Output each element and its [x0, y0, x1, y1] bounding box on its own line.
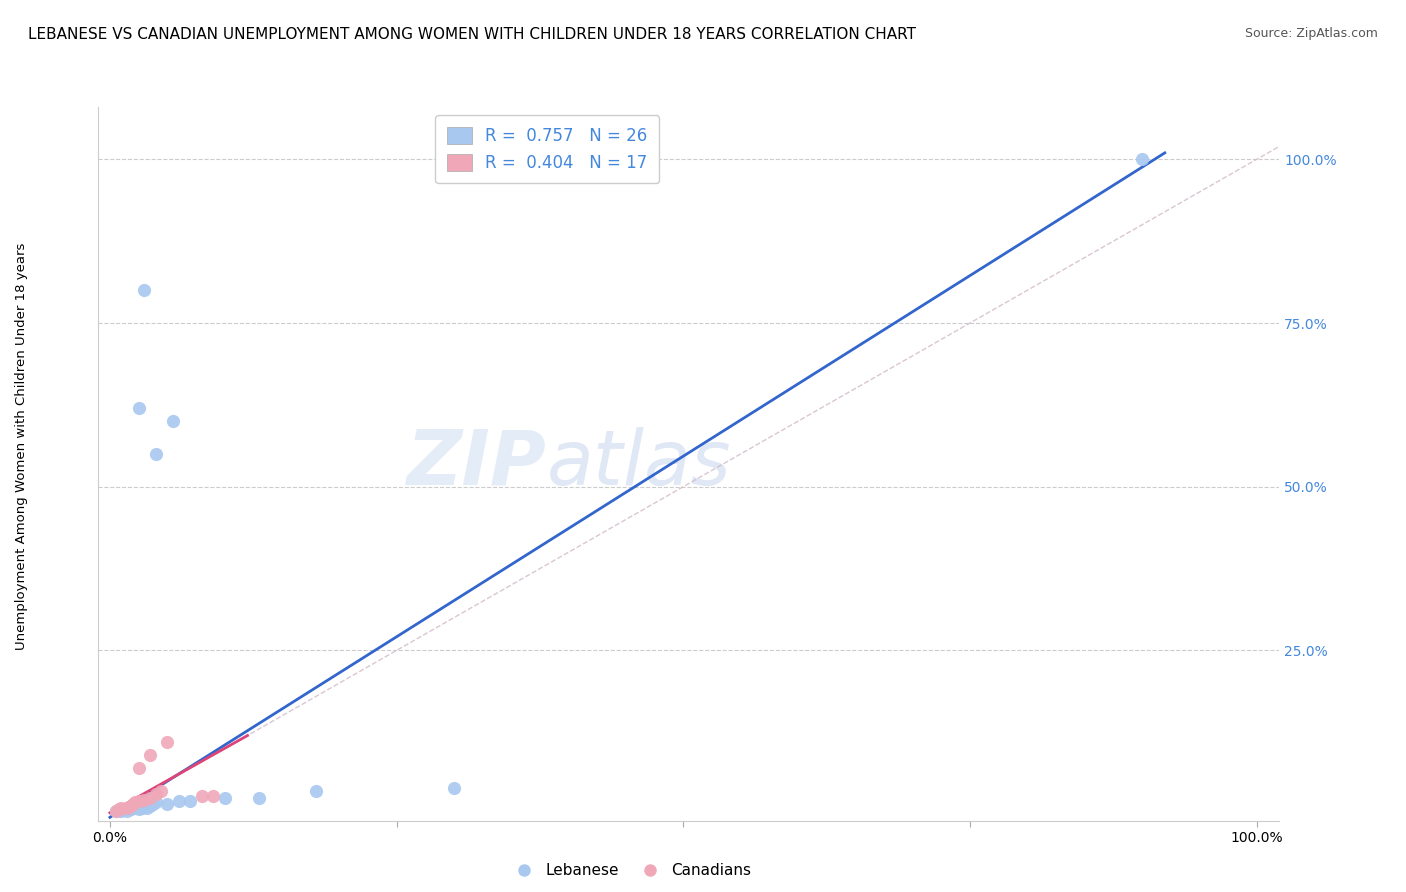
Point [121, 797, 143, 812]
Point [128, 802, 150, 816]
Point [142, 797, 165, 812]
Point [120, 799, 142, 814]
Point [167, 794, 190, 808]
Point [134, 284, 156, 298]
Text: LEBANESE VS CANADIAN UNEMPLOYMENT AMONG WOMEN WITH CHILDREN UNDER 18 YEARS CORRE: LEBANESE VS CANADIAN UNEMPLOYMENT AMONG … [28, 27, 917, 42]
Text: ZIP: ZIP [408, 427, 547, 500]
Point [110, 804, 132, 818]
Point [115, 804, 138, 818]
Point [128, 761, 150, 775]
Point [443, 780, 465, 795]
Text: Unemployment Among Women with Children Under 18 years: Unemployment Among Women with Children U… [14, 243, 28, 649]
Point [247, 790, 270, 805]
Point [139, 748, 162, 763]
Point [115, 800, 138, 814]
Point [134, 793, 156, 807]
Point [145, 795, 167, 809]
Point [104, 804, 127, 818]
Text: Source: ZipAtlas.com: Source: ZipAtlas.com [1244, 27, 1378, 40]
Point [162, 414, 184, 428]
Point [190, 789, 212, 803]
Point [135, 800, 157, 814]
Point [112, 802, 135, 816]
Point [145, 788, 167, 802]
Point [145, 447, 167, 461]
Point [128, 794, 150, 808]
Point [139, 799, 162, 814]
Legend: Lebanese, Canadians: Lebanese, Canadians [503, 857, 756, 884]
Point [305, 784, 328, 798]
Point [124, 799, 146, 814]
Point [150, 784, 173, 798]
Point [128, 401, 150, 416]
Text: atlas: atlas [547, 427, 731, 500]
Point [1130, 153, 1153, 167]
Point [156, 797, 179, 812]
Point [139, 790, 162, 805]
Point [134, 799, 156, 814]
Point [131, 800, 153, 814]
Point [214, 790, 236, 805]
Point [110, 800, 132, 814]
Point [124, 795, 146, 809]
Point [120, 802, 142, 816]
Point [156, 735, 179, 749]
Point [104, 804, 127, 818]
Point [108, 802, 131, 816]
Point [202, 789, 225, 803]
Point [121, 800, 143, 814]
Point [179, 794, 201, 808]
